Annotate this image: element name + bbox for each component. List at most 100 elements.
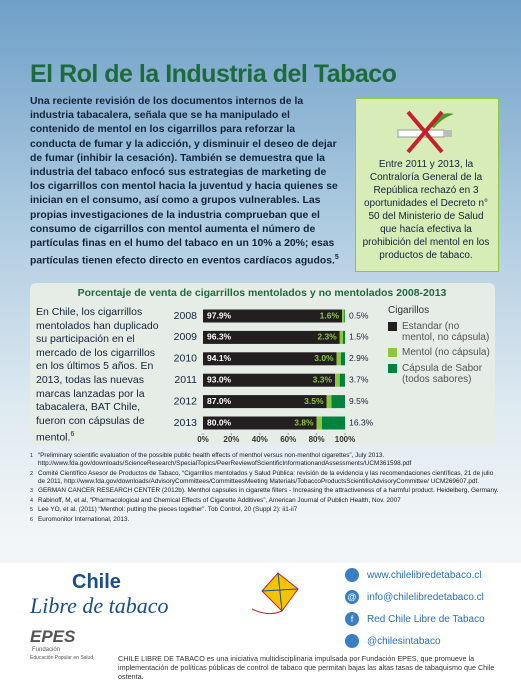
legend-entry: Estandar (no mentol, no cápsula) (402, 321, 490, 343)
bar-segment (339, 373, 345, 387)
contact-icon: @ (345, 590, 359, 604)
epes-sub: Educación Popular en Salud (30, 655, 94, 661)
chart-note-text: En Chile, los cigarrillos mentolados han… (36, 306, 159, 444)
footnote-marker: 6 (30, 516, 33, 523)
bar-segment (203, 352, 337, 366)
contact-icon: f (345, 612, 359, 626)
footnote-marker: 1 (30, 453, 33, 459)
chart-title: Porcentaje de venta de cigarrillos mento… (78, 287, 447, 299)
footnote: 3 GERMAN CANCER RESEARCH CENTER (2012b). … (30, 487, 500, 495)
contact-row: @chilesintabaco (345, 634, 441, 648)
contact-text[interactable]: info@chilelibredetabaco.cl (367, 591, 484, 603)
value-label: 1.5% (349, 332, 369, 342)
bar-segment (335, 373, 340, 387)
x-tick-label: 40% (252, 435, 268, 444)
chart-box: Porcentaje de venta de cigarrillos mento… (30, 283, 495, 445)
value-label: 9.5% (349, 396, 369, 406)
bar-segment (342, 309, 345, 323)
contact-row: f Red Chile Libre de Tabaco (345, 612, 485, 626)
bar-segment (203, 330, 340, 344)
y-tick-label: 2009 (174, 331, 198, 343)
value-label: 87.0% (207, 396, 232, 406)
value-label: 1.6% (320, 310, 340, 320)
legend-swatch (388, 364, 397, 373)
chart-note: En Chile, los cigarrillos mentolados han… (36, 306, 164, 445)
bar-segment (203, 309, 343, 323)
description: CHILE LIBRE DE TABACO es una iniciativa … (118, 654, 495, 680)
value-label: 2.3% (317, 332, 337, 342)
bar-segment (340, 352, 345, 366)
value-label: 2.9% (349, 353, 369, 363)
y-tick-label: 2008 (174, 310, 198, 322)
intro-text: Una reciente revisión de los documentos … (30, 96, 338, 267)
x-tick-label: 80% (309, 435, 325, 444)
value-label: 3.5% (304, 396, 324, 406)
footnote-marker: 4 (30, 497, 33, 504)
footnote-text: Rabinoff, M, et al, “Pharmacological and… (38, 496, 401, 504)
contact-row: www.chilelibredetabaco.cl (345, 568, 482, 582)
footnote-text: Euromonitor International, 2013. (38, 515, 130, 523)
footnote-text: Comité Científico Asesor de Productos de… (38, 469, 494, 485)
bar-segment (336, 352, 341, 366)
bar-segment (343, 330, 346, 344)
footnote: 5 Lee YO, et al. (2011) “Menthol: putting… (30, 506, 500, 514)
footnote-marker: 5 (30, 507, 33, 514)
x-tick-label: 100% (335, 435, 355, 444)
y-tick-label: 2010 (174, 353, 198, 365)
y-tick-label: 2013 (174, 417, 198, 429)
value-label: 80.0% (207, 417, 232, 427)
ref: 5 (334, 254, 339, 262)
footnote: 2 Comité Científico Asesor de Productos d… (30, 470, 500, 486)
kite-icon (251, 572, 299, 615)
footnote: 1 “Preliminary scientific evaluation of t… (30, 452, 500, 468)
value-label: 3.7% (349, 374, 369, 384)
legend-swatch (388, 322, 397, 331)
y-tick-label: 2011 (174, 374, 197, 386)
bar-segment (326, 395, 332, 409)
legend-entry: Cápsula de Sabor (todos sabores) (402, 363, 483, 385)
value-label: 97.9% (207, 310, 232, 320)
x-tick-label: 60% (280, 435, 296, 444)
value-label: 3.8% (294, 417, 314, 427)
bar-segment (203, 395, 327, 409)
contact-text[interactable]: Red Chile Libre de Tabaco (367, 613, 485, 625)
contact-row: @ info@chilelibredetabaco.cl (345, 590, 484, 604)
footnote-text: “Preliminary scientific evaluation of th… (38, 452, 412, 467)
footnote-marker: 3 (30, 488, 33, 495)
bar-segment (316, 416, 322, 430)
footnote: 4 Rabinoff, M, et al, “Pharmacological an… (30, 497, 500, 505)
contact-text[interactable]: www.chilelibredetabaco.cl (367, 569, 482, 581)
footnotes: 1 “Preliminary scientific evaluation of t… (30, 452, 500, 526)
legend-entry: Mentol (no cápsula) (402, 347, 490, 358)
intro: Una reciente revisión de los documentos … (30, 95, 342, 269)
footnote: 6 Euromonitor International, 2013. (30, 516, 500, 524)
contact-icon (345, 634, 359, 648)
legend-swatch (388, 348, 397, 357)
chart: Porcentaje de venta de cigarrillos mento… (78, 287, 447, 444)
logo-libre: Libre de tabaco (30, 593, 169, 618)
bar-segment (321, 416, 346, 430)
contact-text[interactable]: @chilesintabaco (367, 635, 441, 647)
bar-segment (331, 395, 345, 409)
logo-chile: Chile (72, 571, 121, 593)
value-label: 0.5% (349, 310, 369, 320)
bar-segment (339, 330, 344, 344)
footnote-marker: 2 (30, 470, 33, 477)
footnote-text: Lee YO, et al. (2011) “Menthol: putting … (38, 506, 298, 514)
x-tick-label: 0% (197, 435, 209, 444)
legend-title: Cigarillos (388, 305, 430, 316)
value-label: 3.0% (314, 353, 334, 363)
sidebar-text: Entre 2011 y 2013, la Contraloría Genera… (362, 159, 490, 261)
bar-segment (203, 373, 336, 387)
epes-logo: EPES (30, 627, 76, 646)
no-smoking-icon (397, 110, 454, 154)
title: El Rol de la Industria del Tabaco (30, 60, 397, 88)
value-label: 93.0% (207, 374, 232, 384)
bar-segment (203, 416, 317, 430)
x-tick-label: 20% (223, 435, 239, 444)
footer: Chile Libre de tabaco EPES Fundación Edu… (0, 563, 521, 680)
value-label: 3.3% (313, 374, 333, 384)
epes-sub: Fundación (32, 647, 61, 653)
y-tick-label: 2012 (174, 395, 198, 407)
